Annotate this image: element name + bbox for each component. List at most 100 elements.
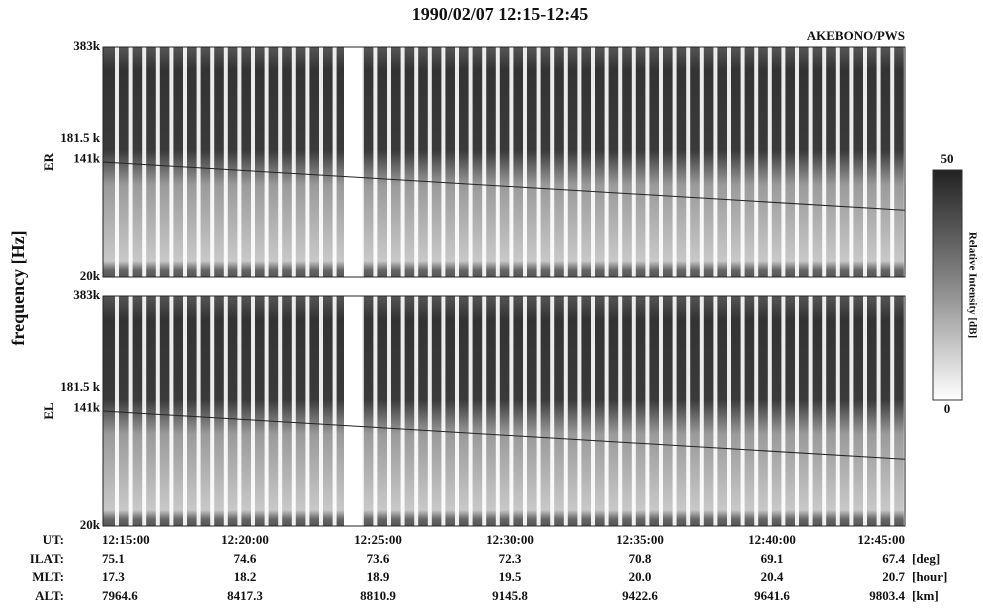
data-gap-stripe [305, 296, 310, 526]
plasma-line [102, 161, 906, 211]
colorbar-max: 50 [941, 151, 954, 166]
data-gap-stripe [223, 47, 228, 277]
ephemeris-label: MLT: [32, 569, 64, 584]
data-gap-stripe [441, 47, 446, 277]
y-tick-label: 20k [80, 268, 101, 283]
ephemeris-value: 8417.3 [227, 588, 263, 603]
ephemeris-value: 18.9 [367, 569, 390, 584]
data-gap-stripe [196, 296, 201, 526]
data-gap-stripe [645, 47, 650, 277]
data-gap-stripe [849, 47, 854, 277]
y-tick-label: 20k [80, 517, 101, 532]
data-gap-stripe [727, 47, 731, 277]
data-gap-stripe [400, 47, 405, 277]
data-gap-stripe [237, 47, 242, 277]
data-gap-stripe [795, 47, 799, 277]
ephemeris-value: 9145.8 [492, 588, 528, 603]
data-gap-stripe [509, 47, 514, 277]
data-gap-stripe [251, 296, 255, 526]
ephemeris-value: 12:45:00 [857, 532, 905, 547]
data-gap-stripe [264, 296, 269, 526]
data-gap-stripe [536, 296, 541, 526]
ephemeris-value: 75.1 [102, 551, 125, 566]
data-gap-stripe [727, 296, 731, 526]
ephemeris-unit: [deg] [912, 551, 940, 566]
data-gap-stripe [482, 296, 487, 526]
data-gap-stripe [563, 296, 568, 526]
data-gap-stripe [128, 47, 133, 277]
data-gap-stripe [495, 47, 500, 277]
ephemeris-value: 73.6 [367, 551, 390, 566]
data-gap-stripe [876, 296, 881, 526]
data-gap-stripe [183, 47, 187, 277]
data-gap-stripe [618, 47, 623, 277]
data-gap-stripe [659, 47, 663, 277]
ephemeris-value: 18.2 [234, 569, 257, 584]
data-gap-stripe [305, 47, 310, 277]
data-gap-stripe [387, 296, 391, 526]
data-gap-stripe [822, 47, 827, 277]
data-gap-stripe [455, 296, 459, 526]
data-gap-stripe [237, 296, 242, 526]
ephemeris-label: UT: [43, 532, 64, 547]
data-gap-stripe [128, 296, 133, 526]
ephemeris-value: 72.3 [499, 551, 522, 566]
data-gap-stripe [196, 47, 201, 277]
data-gap-stripe [468, 47, 473, 277]
ephemeris-value: 19.5 [499, 569, 522, 584]
ephemeris-value: 20.4 [761, 569, 784, 584]
y-tick-label: 181.5 k [60, 379, 101, 394]
data-gap-stripe [155, 47, 160, 277]
data-gap-stripe [455, 47, 459, 277]
ephemeris-value: 70.8 [629, 551, 652, 566]
data-gap-stripe [822, 296, 827, 526]
ephemeris-value: 12:30:00 [486, 532, 534, 547]
ephemeris-value: 67.4 [882, 551, 905, 566]
data-gap-stripe [536, 47, 541, 277]
data-gap-stripe [278, 296, 283, 526]
colorbar-min: 0 [944, 401, 951, 416]
plasma-line [102, 410, 906, 460]
data-gap-stripe [223, 296, 228, 526]
data-gap-stripe [563, 47, 568, 277]
ephemeris-value: 8810.9 [360, 588, 396, 603]
data-gap-stripe [509, 296, 514, 526]
data-gap-stripe [699, 47, 704, 277]
data-gap-stripe [863, 296, 867, 526]
data-gap-stripe [115, 296, 119, 526]
colorbar [932, 169, 963, 401]
ephemeris-unit: [km] [912, 588, 939, 603]
data-gap-stripe [903, 47, 908, 277]
data-gap-stripe [645, 296, 650, 526]
data-gap-stripe [427, 47, 432, 277]
data-gap-stripe [441, 296, 446, 526]
data-gap-stripe [278, 47, 283, 277]
data-gap-stripe [523, 47, 527, 277]
data-gap-stripe [835, 47, 840, 277]
data-gap-stripe [387, 47, 391, 277]
panel-frame [102, 295, 906, 527]
data-gap-stripe [210, 296, 215, 526]
data-gap-stripe [686, 296, 691, 526]
data-gap-stripe [523, 296, 527, 526]
ephemeris-value: 12:20:00 [221, 532, 269, 547]
data-gap-stripe [291, 47, 296, 277]
data-gap-stripe [686, 47, 691, 277]
data-gap-stripe [767, 47, 772, 277]
data-gap-stripe [591, 47, 595, 277]
data-gap-stripe [631, 296, 636, 526]
data-gap-stripe [713, 296, 718, 526]
data-gap-stripe [591, 296, 595, 526]
data-gap-stripe [373, 47, 378, 277]
data-gap-stripe [740, 296, 745, 526]
data-gap-stripe [672, 47, 677, 277]
data-gap-stripe [332, 47, 337, 277]
data-gap-stripe [373, 296, 378, 526]
data-gap-stripe [264, 47, 269, 277]
data-gap-stripe [400, 296, 405, 526]
ephemeris-value: 9803.4 [869, 588, 905, 603]
panel-frame [102, 46, 906, 278]
data-gap-stripe [550, 47, 555, 277]
data-gap-stripe [210, 47, 215, 277]
